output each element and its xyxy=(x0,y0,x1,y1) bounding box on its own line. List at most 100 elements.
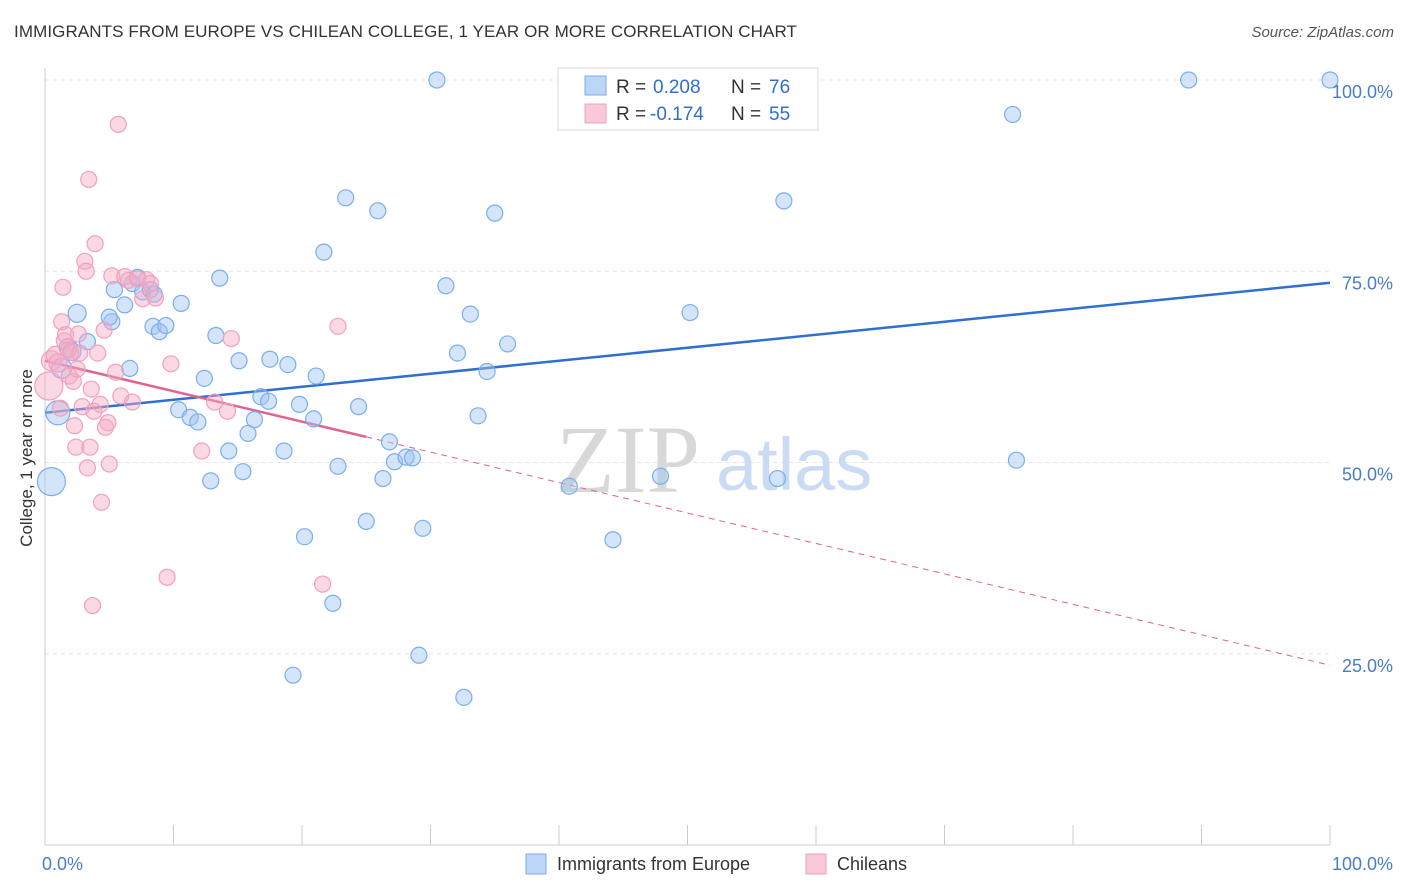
chileans-point-48 xyxy=(162,355,180,373)
europe-point-69 xyxy=(681,303,699,322)
europe-point-73 xyxy=(1007,451,1026,469)
europe-point-36 xyxy=(275,442,293,460)
chileans-point-21 xyxy=(78,459,97,477)
legend-swatch-europe xyxy=(584,75,607,96)
chileans-trend-line-dashed xyxy=(366,436,1331,666)
chileans-point-34 xyxy=(100,455,118,473)
europe-point-28 xyxy=(220,442,238,460)
europe-point-74 xyxy=(1180,71,1198,89)
europe-point-32 xyxy=(245,411,264,429)
europe-point-19 xyxy=(157,316,175,335)
chileans-point-28 xyxy=(89,344,107,362)
legend-r-label-chileans: R = xyxy=(616,104,646,125)
bottom-legend: Immigrants from Europe Chileans xyxy=(525,853,907,875)
europe-point-37 xyxy=(279,355,297,374)
y-axis-label: College, 1 year or more xyxy=(17,369,36,547)
europe-point-24 xyxy=(195,369,213,387)
chileans-point-4 xyxy=(51,399,70,417)
chileans-point-16 xyxy=(69,325,88,343)
chileans-trend-line xyxy=(44,359,367,439)
europe-point-59 xyxy=(448,344,467,362)
europe-point-18 xyxy=(150,323,168,341)
chileans-point-11 xyxy=(62,343,80,361)
europe-point-35 xyxy=(261,350,279,368)
chileans-point-13 xyxy=(65,417,84,435)
chileans-point-42 xyxy=(128,270,147,288)
legend-swatch-chileans xyxy=(584,103,607,124)
y-tick-label-25: 25.0% xyxy=(1342,656,1393,676)
europe-point-49 xyxy=(369,202,387,220)
europe-point-60 xyxy=(455,688,473,706)
europe-point-23 xyxy=(189,413,207,431)
legend-n-label-europe: N = xyxy=(731,77,761,98)
europe-point-64 xyxy=(486,204,504,222)
chileans-point-15 xyxy=(68,360,86,378)
chileans-point-33 xyxy=(99,414,117,432)
chileans-point-25 xyxy=(83,596,102,615)
europe-trend-line xyxy=(44,281,1331,415)
chileans-point-46 xyxy=(146,289,165,307)
europe-point-53 xyxy=(397,448,415,466)
chileans-point-45 xyxy=(141,274,159,293)
europe-point-31 xyxy=(239,424,257,443)
europe-point-61 xyxy=(461,305,479,323)
chileans-point-37 xyxy=(109,115,127,133)
europe-point-63 xyxy=(478,362,496,381)
europe-point-43 xyxy=(315,243,333,261)
europe-point-25 xyxy=(202,472,220,490)
legend-n-value-europe: 76 xyxy=(769,77,790,98)
chileans-point-43 xyxy=(134,290,152,308)
europe-point-29 xyxy=(230,352,248,370)
europe-point-11 xyxy=(121,359,139,378)
points-layer xyxy=(34,71,1339,706)
x-tick-label-end: 100.0% xyxy=(1332,854,1393,874)
europe-point-48 xyxy=(357,512,375,531)
axes-layer xyxy=(44,68,1331,846)
europe-point-45 xyxy=(329,457,347,475)
europe-point-0 xyxy=(36,467,67,497)
europe-point-46 xyxy=(337,189,355,207)
legend-r-label-europe: R = xyxy=(616,77,646,98)
europe-point-70 xyxy=(768,469,787,488)
chileans-point-51 xyxy=(218,402,237,420)
y-tick-label-75: 75.0% xyxy=(1342,273,1393,293)
bottom-legend-swatch-chileans xyxy=(805,853,827,875)
top-legend: R = 0.208 N = 76 R = -0.174 N = 55 xyxy=(557,67,819,131)
bottom-legend-label-chileans: Chileans xyxy=(837,854,907,874)
europe-point-71 xyxy=(775,192,793,210)
europe-point-42 xyxy=(307,367,325,385)
europe-point-58 xyxy=(437,277,455,295)
europe-point-20 xyxy=(172,294,190,312)
bottom-legend-label-europe: Immigrants from Europe xyxy=(557,854,750,874)
watermark: ZIP atlas xyxy=(556,406,872,513)
chileans-point-27 xyxy=(86,235,104,253)
chileans-point-0 xyxy=(34,371,64,401)
europe-point-40 xyxy=(295,528,314,546)
x-tick-label-start: 0.0% xyxy=(42,854,83,874)
europe-point-62 xyxy=(469,407,487,425)
chileans-point-31 xyxy=(95,321,113,339)
watermark-atlas: atlas xyxy=(716,423,872,506)
y-tick-label-50: 50.0% xyxy=(1342,465,1393,485)
y-tick-label-100: 100.0% xyxy=(1332,82,1393,102)
chileans-point-29 xyxy=(91,395,109,413)
europe-point-30 xyxy=(234,463,252,481)
chileans-point-14 xyxy=(67,438,85,456)
chileans-point-47 xyxy=(158,568,176,586)
europe-point-57 xyxy=(428,71,446,89)
chileans-point-50 xyxy=(206,393,224,411)
chileans-point-30 xyxy=(92,493,111,511)
chileans-point-26 xyxy=(85,402,103,420)
chileans-point-5 xyxy=(53,313,71,331)
europe-point-65 xyxy=(499,335,517,353)
chileans-point-23 xyxy=(81,438,99,456)
europe-point-41 xyxy=(304,410,323,428)
legend-n-label-chileans: N = xyxy=(731,104,761,125)
chileans-point-22 xyxy=(80,170,98,189)
europe-point-51 xyxy=(380,433,398,451)
europe-point-55 xyxy=(410,646,428,664)
europe-point-56 xyxy=(414,519,432,537)
europe-point-72 xyxy=(1004,105,1022,124)
europe-point-26 xyxy=(207,326,225,345)
chileans-point-32 xyxy=(96,418,114,436)
